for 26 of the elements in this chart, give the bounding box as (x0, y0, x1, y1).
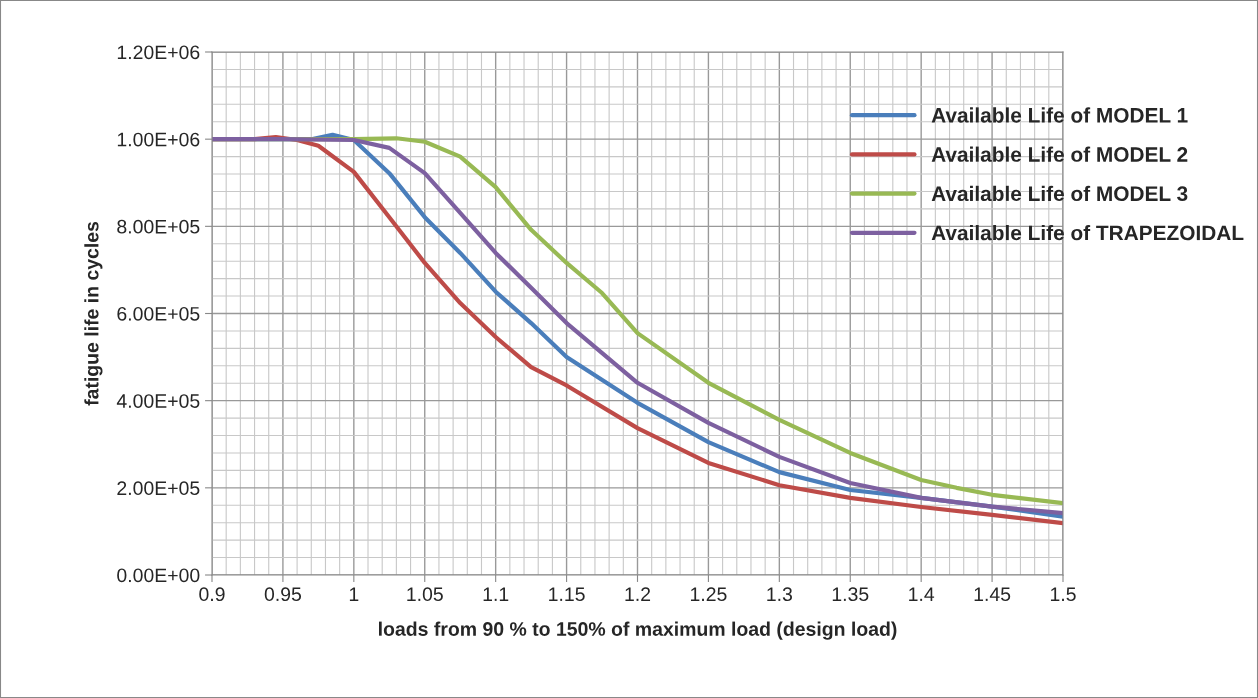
x-tick-label: 1 (349, 587, 359, 601)
legend-label: Available Life of TRAPEZOIDAL (931, 225, 1244, 241)
y-axis-title: fatigue life in cycles (84, 221, 103, 406)
x-tick-label: 0.9 (199, 587, 225, 602)
x-tick-label: 1.2 (625, 587, 651, 601)
y-tick-label: 4.00E+05 (116, 394, 200, 408)
x-tick-label: 1.35 (832, 587, 869, 602)
legend-label: Available Life of MODEL 1 (931, 107, 1188, 123)
x-tick-label: 1.1 (483, 587, 509, 601)
y-tick-label: 1.00E+06 (117, 132, 200, 147)
y-tick-label: 0.00E+00 (117, 568, 200, 583)
legend-label: Available Life of MODEL 2 (931, 146, 1188, 162)
x-tick-label: 1.15 (549, 587, 585, 602)
x-tick-label: 0.95 (264, 587, 302, 602)
x-tick-label: 1.05 (407, 587, 443, 602)
y-tick-label: 6.00E+05 (117, 306, 200, 321)
y-tick-label: 8.00E+05 (117, 219, 200, 234)
x-tick-label: 1.4 (909, 587, 935, 601)
x-tick-label: 1.45 (974, 587, 1011, 602)
x-tick-label: 1.25 (690, 587, 727, 602)
y-tick-label: 1.20E+06 (117, 45, 200, 60)
x-tick-label: 1.5 (1050, 587, 1076, 602)
x-tick-label: 1.3 (767, 587, 792, 602)
x-axis-title: loads from 90 % to 150% of maximum load (design load) (379, 621, 897, 640)
legend-label: Available Life of MODEL 3 (931, 185, 1188, 202)
y-tick-label: 2.00E+05 (117, 481, 200, 496)
